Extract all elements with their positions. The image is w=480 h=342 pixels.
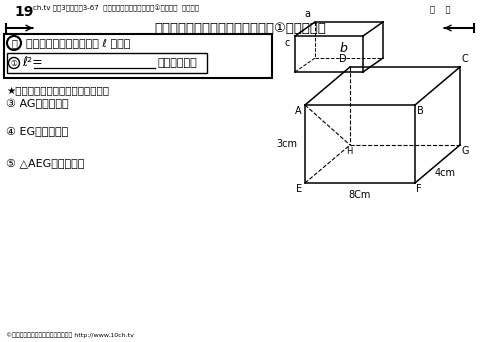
Text: b: b [339, 42, 347, 55]
Text: ch.tv 『中3数学』中3-67  三平方・空間図形への利用①・基本編  プリント: ch.tv 『中3数学』中3-67 三平方・空間図形への利用①・基本編 プリント [33, 5, 199, 12]
Text: A: A [295, 106, 302, 116]
Text: ③ AGの長さは？: ③ AGの長さは？ [6, 99, 69, 109]
Text: ポ: ポ [11, 38, 17, 48]
Text: ④ EGの長さは？: ④ EGの長さは？ [6, 126, 68, 136]
Text: 4cm: 4cm [435, 168, 456, 178]
Text: 3cm: 3cm [276, 139, 298, 149]
Text: が成り立つ。: が成り立つ。 [158, 58, 198, 68]
Text: G: G [462, 146, 469, 156]
Text: E: E [296, 184, 302, 194]
Text: 数学（三平方・空間図形への利用①・基本編）: 数学（三平方・空間図形への利用①・基本編） [154, 22, 326, 35]
Text: a: a [304, 9, 310, 19]
Text: ★右の直方体についてもとめよう！: ★右の直方体についてもとめよう！ [6, 86, 109, 96]
Text: 8Cm: 8Cm [349, 190, 371, 200]
Text: B: B [417, 106, 424, 116]
Text: c: c [285, 38, 290, 48]
Text: 19: 19 [14, 5, 34, 19]
Text: 月    日: 月 日 [430, 5, 451, 14]
Text: F: F [416, 184, 421, 194]
Text: ©塊一「とある男が授業をしてみた」 http://www.10ch.tv: ©塊一「とある男が授業をしてみた」 http://www.10ch.tv [6, 332, 134, 338]
Text: ⑤ △AEGの面積は？: ⑤ △AEGの面積は？ [6, 158, 84, 168]
Text: ①: ① [11, 58, 17, 67]
Text: ℓ²=: ℓ²= [22, 56, 43, 69]
Text: D: D [339, 54, 347, 64]
Text: 直方体の対角線の長さを ℓ とすと: 直方体の対角線の長さを ℓ とすと [26, 38, 131, 48]
FancyBboxPatch shape [7, 53, 207, 73]
Text: C: C [462, 54, 469, 64]
Text: H: H [346, 147, 352, 156]
